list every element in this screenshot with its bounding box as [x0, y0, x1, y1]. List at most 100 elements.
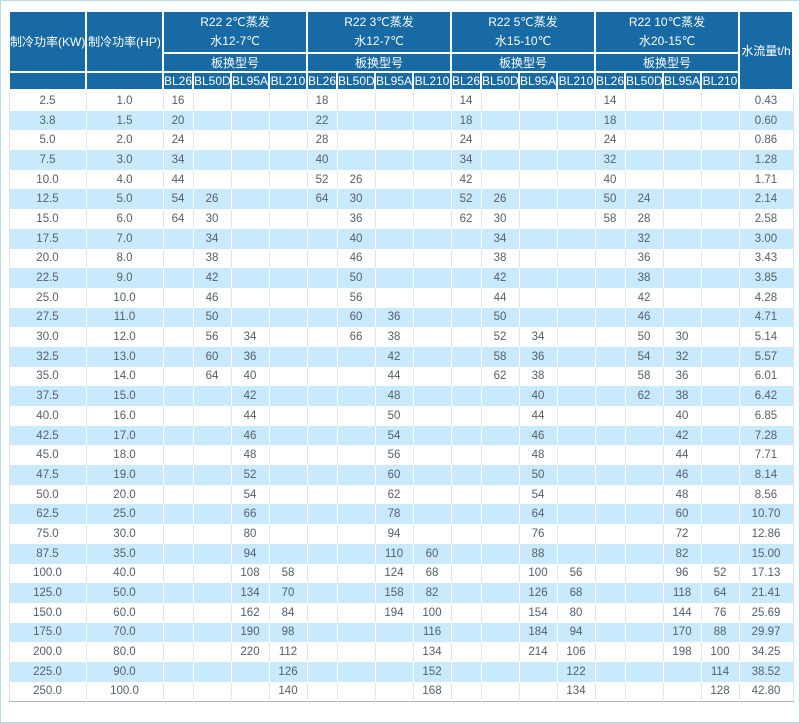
cell-hp: 90.0 — [86, 661, 164, 682]
cell-model — [481, 661, 520, 682]
cell-model — [193, 602, 232, 623]
cell-model — [375, 661, 414, 682]
cell-flow: 2.58 — [754, 212, 778, 225]
cell-model — [481, 563, 520, 584]
cell-model — [557, 287, 596, 308]
group-header-r22-3c: R22 3℃蒸发 水12-7℃ — [306, 10, 452, 54]
cell-model — [625, 661, 664, 682]
cell-model — [269, 209, 308, 229]
cell-model: 122 — [557, 661, 596, 682]
cell-model: 34 — [481, 228, 520, 249]
cell-model — [413, 209, 452, 229]
cell-model — [595, 642, 626, 662]
cell-model: 22 — [307, 110, 338, 131]
cell-model — [231, 287, 270, 308]
cell-model — [663, 110, 702, 131]
cell-model: 54 — [163, 189, 194, 210]
cell-model — [557, 406, 596, 426]
cell-model: 72 — [663, 524, 702, 544]
cell-model — [451, 386, 482, 406]
cell-model: 78 — [375, 504, 414, 525]
cell-model — [163, 681, 194, 702]
cell-kw: 125.0 — [9, 583, 87, 603]
cell-model: 14 — [451, 90, 482, 111]
cell-model — [701, 366, 740, 387]
model-header: BL95A — [662, 71, 702, 91]
cell-model — [269, 366, 308, 387]
cell-model — [701, 386, 740, 406]
model-header: BL210 — [268, 71, 308, 91]
cell-hp: 9.0 — [86, 268, 164, 288]
cell-model — [625, 504, 664, 525]
cell-flow: 3.00 — [754, 232, 778, 245]
cell-kw: 37.5 — [9, 386, 87, 406]
cell-model: 80 — [231, 524, 270, 544]
cell-model: 144 — [663, 602, 702, 623]
cell-model — [193, 484, 232, 505]
cell-flow: 5.14 — [754, 331, 778, 344]
cell-model — [307, 524, 338, 544]
cell-model — [557, 327, 596, 347]
cell-model — [557, 189, 596, 210]
cell-model: 54 — [625, 346, 664, 367]
cell-model — [375, 169, 414, 190]
cell-hp: 5.0 — [86, 189, 164, 210]
cell-model: 24 — [451, 130, 482, 151]
model-header: BL26 — [162, 71, 194, 91]
cell-model — [163, 583, 194, 603]
cell-model — [163, 445, 194, 466]
cell-model: 36 — [625, 248, 664, 269]
cell-model: 66 — [231, 504, 270, 525]
cell-flow: 15.00 — [751, 547, 781, 560]
cell-model — [625, 110, 664, 131]
cell-model — [557, 150, 596, 170]
cell-kw: 27.5 — [9, 307, 87, 328]
cell-model — [481, 622, 520, 643]
cell-model — [337, 406, 376, 426]
cell-model: 42 — [481, 268, 520, 288]
cell-kw: 2.5 — [9, 90, 87, 111]
cell-model — [163, 543, 194, 564]
cell-model — [701, 484, 740, 505]
cell-model: 64 — [193, 366, 232, 387]
cell-kw: 40.0 — [9, 406, 87, 426]
cell-model: 100 — [413, 602, 452, 623]
cell-model — [595, 445, 626, 466]
cell-model: 50 — [375, 406, 414, 426]
cell-model: 26 — [193, 189, 232, 210]
cell-model — [481, 484, 520, 505]
model-label-1: 板换型号 — [162, 52, 308, 73]
cell-model — [269, 346, 308, 367]
cell-flow: 1.71 — [754, 173, 778, 186]
cell-flow: 6.42 — [754, 390, 778, 403]
cell-kw: 175.0 — [9, 622, 87, 643]
cell-model — [519, 307, 558, 328]
cell-model — [231, 130, 270, 151]
cell-model — [481, 90, 520, 111]
cell-model: 56 — [375, 445, 414, 466]
cell-model — [413, 307, 452, 328]
cell-hp: 14.0 — [86, 366, 164, 387]
cell-model — [701, 110, 740, 131]
cell-model: 50 — [625, 327, 664, 347]
cell-model — [375, 268, 414, 288]
cell-model: 152 — [413, 661, 452, 682]
cell-model — [413, 90, 452, 111]
cell-model — [413, 287, 452, 308]
cell-model: 30 — [337, 189, 376, 210]
cell-model: 40 — [307, 150, 338, 170]
table-row: 20.0 8.0 38 46 38 36 3.43 — [9, 248, 793, 269]
cell-flow: 38.52 — [751, 665, 781, 678]
cell-model — [625, 543, 664, 564]
cell-model — [269, 307, 308, 328]
cell-model — [413, 425, 452, 446]
cell-model — [701, 268, 740, 288]
cell-model: 100 — [519, 563, 558, 584]
cell-flow: 4.71 — [754, 311, 778, 324]
table-row: 3.8 1.5 20 22 18 18 0.60 — [9, 110, 793, 131]
cell-model — [481, 110, 520, 131]
cell-hp: 15.0 — [86, 386, 164, 406]
cell-model — [451, 327, 482, 347]
cell-kw: 22.5 — [9, 268, 87, 288]
cell-model: 40 — [231, 366, 270, 387]
